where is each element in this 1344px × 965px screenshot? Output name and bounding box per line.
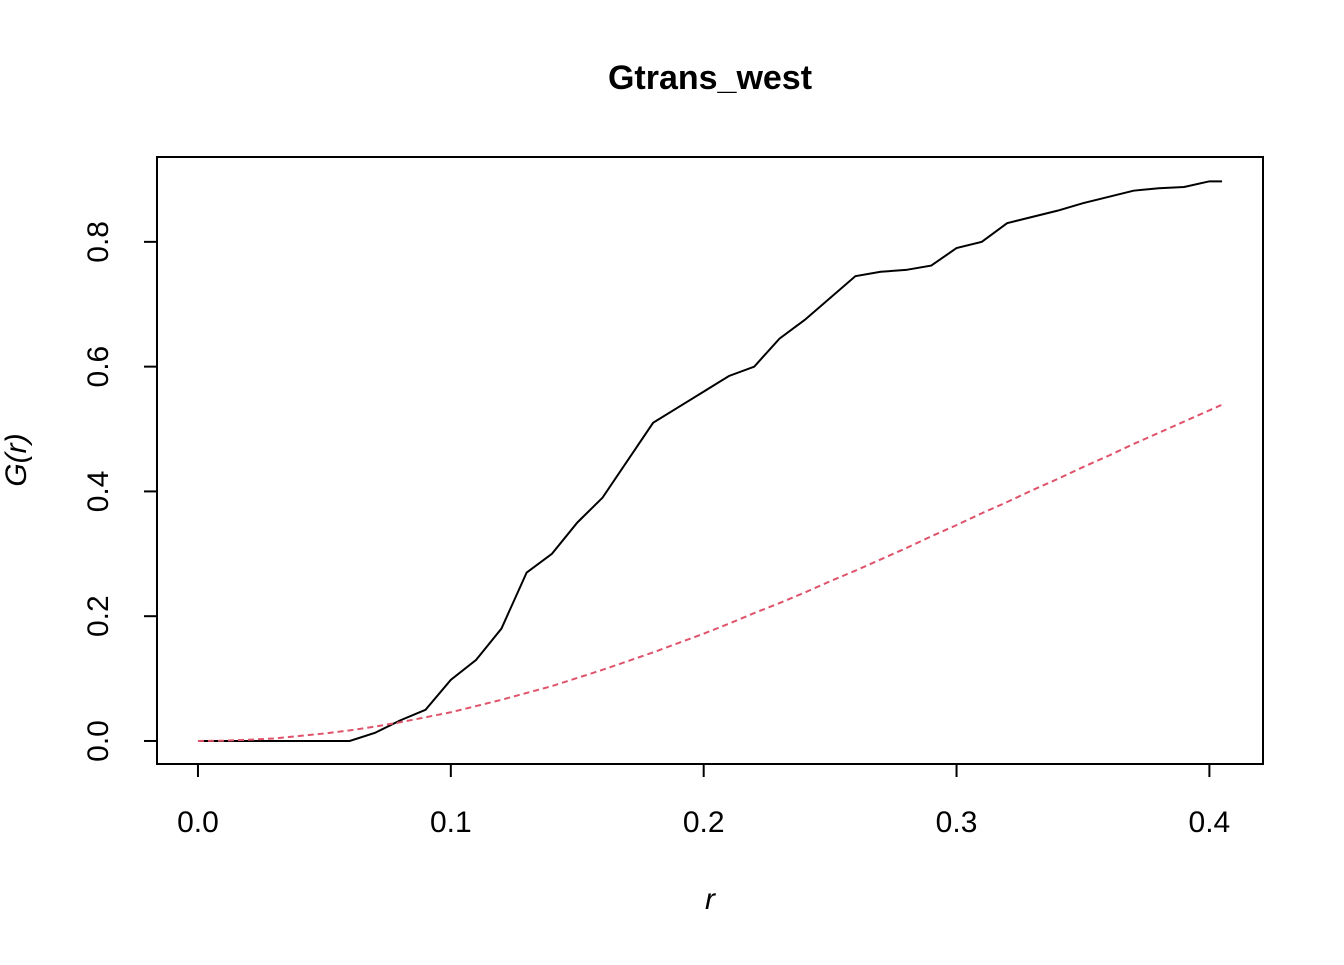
y-tick-label: 0.8 <box>82 221 115 263</box>
chart-title: Gtrans_west <box>608 59 812 97</box>
x-tick-label: 0.1 <box>430 806 472 839</box>
data-line <box>197 403 1223 742</box>
x-tick-label: 0.4 <box>1189 806 1231 839</box>
y-tick-label: 0.2 <box>82 595 115 637</box>
y-tick-label: 0.6 <box>82 346 115 388</box>
x-tick-label: 0.0 <box>177 806 219 839</box>
y-tick-label: 0.4 <box>82 471 115 513</box>
x-tick-label: 0.2 <box>683 806 725 839</box>
y-axis-label: G(r) <box>0 433 33 486</box>
data-line <box>197 180 1223 742</box>
x-axis-label: r <box>705 883 716 916</box>
x-tick-label: 0.3 <box>936 806 978 839</box>
y-tick-label: 0.0 <box>82 720 115 762</box>
